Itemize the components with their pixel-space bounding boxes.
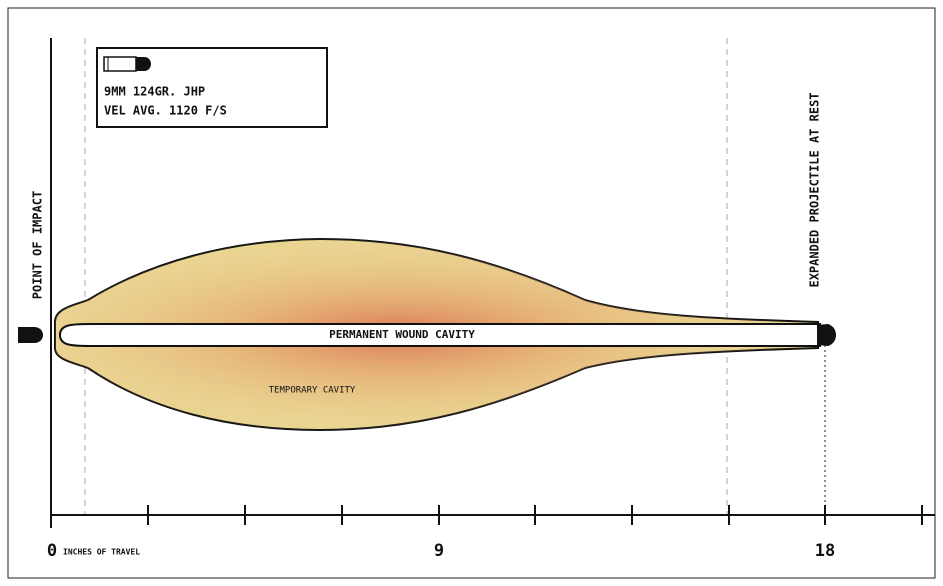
bullet-icon: [18, 327, 43, 343]
cartridge-icon: [103, 56, 137, 72]
tick-label: 9: [434, 541, 444, 561]
permanent-label: PERMANENT WOUND CAVITY: [329, 328, 475, 341]
tick-marks: [50, 505, 923, 528]
cartridge-tip: [136, 57, 151, 71]
frame: [7, 7, 936, 579]
impact-label: POINT OF IMPACT: [31, 191, 45, 299]
tick-label: 0: [47, 541, 57, 561]
legend-text: VEL AVG. 1120 F/S: [104, 104, 227, 118]
temporary-label: TEMPORARY CAVITY: [269, 386, 356, 396]
rest-label: EXPANDED PROJECTILE AT REST: [808, 92, 822, 287]
tick-label: 18: [815, 541, 835, 561]
expanded-bullet: [817, 324, 836, 346]
axis-unit: INCHES OF TRAVEL: [63, 548, 140, 557]
legend-text: 9MM 124GR. JHP: [104, 85, 205, 99]
